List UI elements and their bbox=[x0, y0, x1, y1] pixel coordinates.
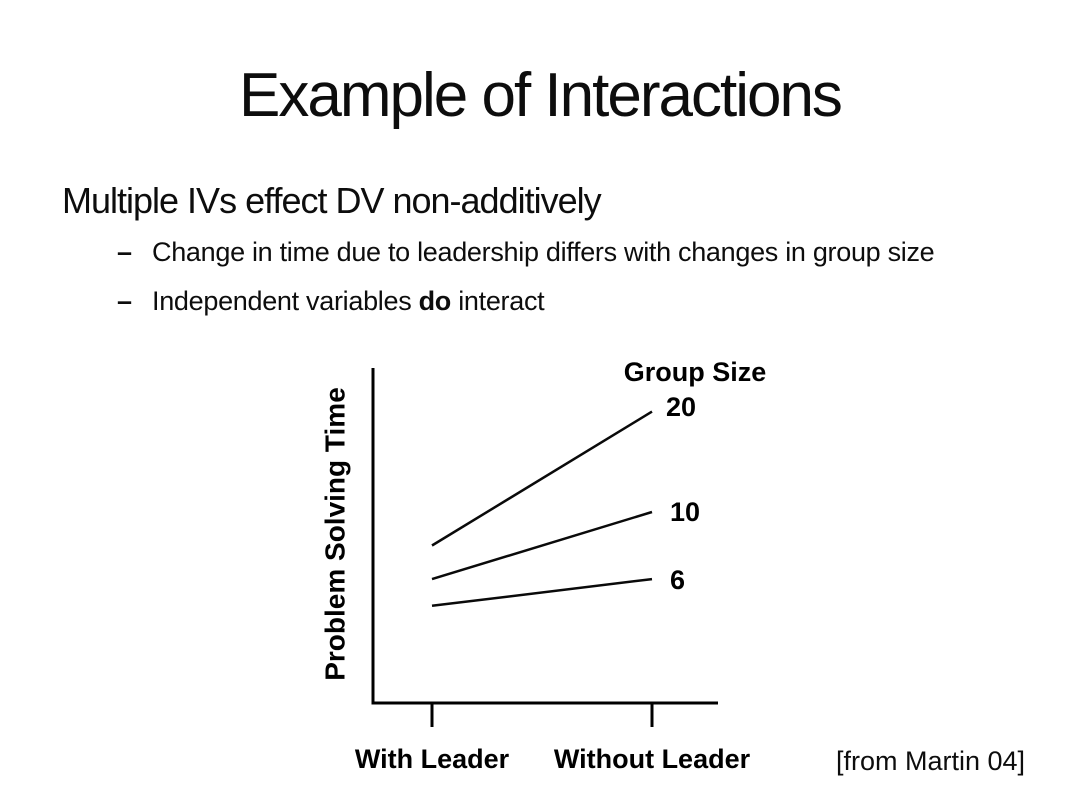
list-item: – Independent variables do interact bbox=[117, 283, 1047, 319]
series-line-6 bbox=[431, 577, 653, 608]
bullet-bold-word: do bbox=[418, 286, 452, 317]
series-line-10 bbox=[431, 510, 653, 581]
bullet-list: – Change in time due to leadership diffe… bbox=[117, 234, 1047, 333]
bullet-text: Change in time due to leadership differs… bbox=[152, 237, 935, 267]
interaction-line-chart: Problem Solving Time Group Size 20 10 6 … bbox=[319, 357, 767, 774]
chart-axes bbox=[371, 368, 718, 705]
x-label-with-leader: With Leader bbox=[355, 744, 510, 774]
bullet-text-after: interact bbox=[451, 286, 545, 317]
bullet-text: Independent variables do interact bbox=[152, 283, 545, 319]
dash-bullet-icon: – bbox=[117, 286, 132, 317]
lead-text: Multiple IVs effect DV non-additively bbox=[62, 180, 602, 221]
citation-text: [from Martin 04] bbox=[836, 746, 1026, 776]
series-label-10: 10 bbox=[670, 497, 700, 527]
series-label-6: 6 bbox=[670, 565, 685, 595]
bullet-text-before: Independent variables bbox=[152, 286, 419, 317]
list-item: – Change in time due to leadership diffe… bbox=[117, 234, 1047, 270]
legend-title: Group Size bbox=[624, 357, 767, 387]
page-title: Example of Interactions bbox=[239, 61, 843, 130]
series-label-20: 20 bbox=[666, 392, 696, 422]
y-axis-label: Problem Solving Time bbox=[319, 387, 350, 681]
x-label-without-leader: Without Leader bbox=[554, 744, 751, 774]
series-line-20 bbox=[431, 410, 653, 547]
chart-series-lines bbox=[431, 410, 653, 608]
dash-bullet-icon: – bbox=[117, 237, 132, 267]
